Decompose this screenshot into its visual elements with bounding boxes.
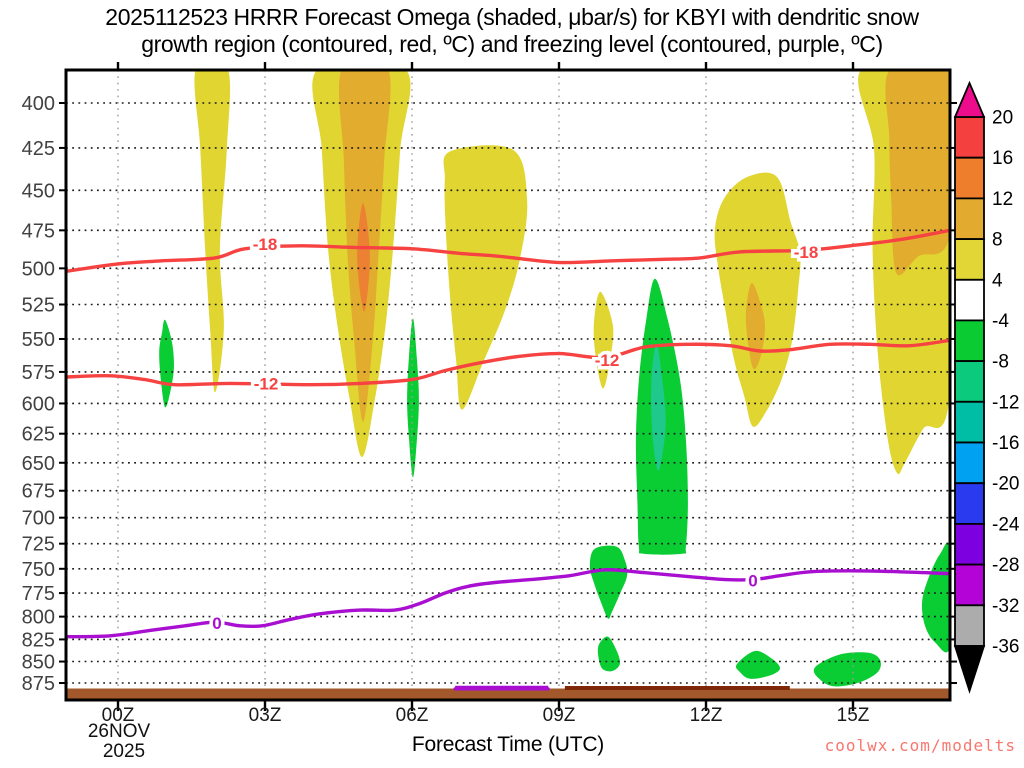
colorbar-under-arrow bbox=[953, 645, 986, 694]
y-tick-label-875: 875 bbox=[22, 673, 55, 695]
x-axis-start-date: 26NOV 2025 bbox=[76, 722, 162, 762]
terrain-accent bbox=[564, 686, 790, 690]
y-tick-label-500: 500 bbox=[22, 258, 55, 280]
chart-title-line1: 2025112523 HRRR Forecast Omega (shaded, … bbox=[105, 4, 919, 30]
y-tick-label-700: 700 bbox=[22, 508, 55, 530]
x-tick-label-00Z: 00Z bbox=[102, 705, 135, 726]
colorbar-label--4: -4 bbox=[992, 311, 1009, 332]
x-tick-label-03Z: 03Z bbox=[249, 705, 282, 726]
colorbar-label--24: -24 bbox=[992, 514, 1020, 535]
colorbar-segment-5 bbox=[954, 319, 985, 362]
colorbar-label-16: 16 bbox=[992, 148, 1013, 169]
y-tick-label-625: 625 bbox=[22, 424, 55, 446]
shaded-downdraft-col-11Z-core bbox=[651, 344, 666, 471]
y-tick-label-525: 525 bbox=[22, 295, 55, 317]
contour-dendritic-top--18C bbox=[66, 228, 950, 273]
colorbar-label-8: 8 bbox=[992, 230, 1003, 251]
colorbar-segment-8 bbox=[954, 441, 985, 485]
x-tick-label-15Z: 15Z bbox=[837, 705, 870, 726]
y-axis: 400 425 450 475 500 525 550 575 600 625 650 675 700 7… bbox=[22, 93, 957, 695]
y-tick-label-850: 850 bbox=[22, 652, 55, 674]
chart-title: 2025112523 HRRR Forecast Omega (shaded, … bbox=[0, 4, 1024, 58]
y-tick-label-475: 475 bbox=[22, 220, 55, 242]
colorbar-label--8: -8 bbox=[992, 352, 1009, 373]
shaded-updraft-sliver-10Z bbox=[593, 291, 614, 389]
x-axis-date-month: 26NOV bbox=[87, 721, 151, 742]
x-axis-date-year: 2025 bbox=[102, 741, 146, 762]
colorbar-segment-7 bbox=[954, 400, 985, 444]
gridlines bbox=[66, 70, 950, 700]
colorbar-label--36: -36 bbox=[992, 637, 1019, 658]
watermark-link[interactable]: coolwx.com/modelts bbox=[824, 736, 1016, 755]
contour-label-dendritic-top--18C: -18 bbox=[253, 235, 278, 254]
x-tick-label-06Z: 06Z bbox=[396, 705, 429, 726]
y-tick-label-550: 550 bbox=[22, 329, 55, 351]
contour-label-dendritic-bottom--12C: -12 bbox=[595, 351, 620, 370]
colorbar-segment-2 bbox=[954, 197, 985, 240]
contour-label-dendritic-top--18C: -18 bbox=[794, 243, 819, 262]
contour-lines bbox=[66, 228, 950, 691]
colorbar-over-arrow bbox=[953, 80, 986, 118]
x-axis-title: Forecast Time (UTC) bbox=[411, 733, 605, 756]
shaded-updraft-col-05Z-core bbox=[357, 203, 370, 312]
terrain-bar bbox=[66, 688, 950, 700]
contour-labels: -18 -18 -12 -12 0 0 bbox=[209, 232, 822, 637]
colorbar-segment-0 bbox=[954, 116, 985, 159]
colorbar-segment-1 bbox=[954, 156, 985, 200]
shaded-downdraft-blob-15Z-low bbox=[813, 652, 881, 687]
y-tick-label-600: 600 bbox=[22, 393, 55, 415]
x-tick-label-12Z: 12Z bbox=[690, 705, 723, 726]
contour-label-freezing-level-0C: 0 bbox=[748, 572, 757, 591]
shaded-downdraft-blob-17Z-edge bbox=[921, 542, 950, 653]
y-tick-label-775: 775 bbox=[22, 583, 55, 605]
colorbar-segment-4 bbox=[954, 278, 985, 322]
y-tick-label-650: 650 bbox=[22, 453, 55, 475]
y-tick-label-400: 400 bbox=[22, 93, 55, 115]
contour-dendritic-bottom--12C bbox=[66, 338, 950, 387]
y-tick-label-675: 675 bbox=[22, 481, 55, 503]
colorbar-label-20: 20 bbox=[992, 108, 1013, 129]
shaded-updraft-col-02Z bbox=[194, 70, 231, 393]
shaded-updraft-blob-07Z bbox=[443, 145, 528, 410]
colorbar-segment-6 bbox=[954, 360, 985, 403]
y-tick-label-575: 575 bbox=[22, 362, 55, 384]
y-tick-label-800: 800 bbox=[22, 607, 55, 629]
colorbar: 20 16 12 8 4 -4 -8 -12 -16 -20 -24 -28 -32 -36 bbox=[953, 80, 1020, 694]
shaded-downdraft-blob-10Z-mid bbox=[589, 545, 628, 619]
shaded-downdraft-sliver-01Z bbox=[159, 319, 174, 408]
y-tick-label-425: 425 bbox=[22, 138, 55, 160]
colorbar-label--16: -16 bbox=[992, 433, 1019, 454]
shaded-downdraft-blob-13Z-low bbox=[735, 650, 781, 679]
y-tick-label-725: 725 bbox=[22, 534, 55, 556]
y-tick-label-450: 450 bbox=[22, 180, 55, 202]
y-tick-label-750: 750 bbox=[22, 559, 55, 581]
shaded-downdraft-sliver-06Z bbox=[407, 318, 419, 478]
shaded-omega-regions bbox=[159, 70, 950, 687]
y-tick-label-825: 825 bbox=[22, 629, 55, 651]
colorbar-segment-12 bbox=[954, 604, 985, 647]
chart-title-line2: growth region (contoured, red, ºC) and f… bbox=[141, 31, 883, 57]
surface-terrain bbox=[66, 685, 950, 700]
shaded-updraft-blob-13Z-core bbox=[745, 282, 766, 370]
colorbar-segment-10 bbox=[954, 523, 985, 566]
plot-frame bbox=[64, 68, 952, 702]
contour-label-freezing-level-0C: 0 bbox=[212, 614, 221, 633]
x-tick-label-09Z: 09Z bbox=[543, 705, 576, 726]
contour-label-dendritic-bottom--12C: -12 bbox=[254, 374, 279, 393]
colorbar-label--32: -32 bbox=[992, 596, 1019, 617]
colorbar-label-4: 4 bbox=[992, 270, 1003, 291]
contour-freezing-level-0C bbox=[66, 568, 950, 639]
colorbar-label--20: -20 bbox=[992, 474, 1019, 495]
x-axis: 00Z 03Z 06Z 09Z 12Z 15Z bbox=[102, 62, 870, 726]
colorbar-segment-3 bbox=[954, 238, 985, 281]
colorbar-segment-11 bbox=[954, 563, 985, 607]
colorbar-label--28: -28 bbox=[992, 555, 1019, 576]
colorbar-label-12: 12 bbox=[992, 189, 1013, 210]
shaded-updraft-region-16Z-core bbox=[885, 70, 950, 276]
shaded-downdraft-blob-10Z-low bbox=[597, 636, 620, 672]
colorbar-label--12: -12 bbox=[992, 392, 1019, 413]
colorbar-segment-9 bbox=[954, 482, 985, 525]
